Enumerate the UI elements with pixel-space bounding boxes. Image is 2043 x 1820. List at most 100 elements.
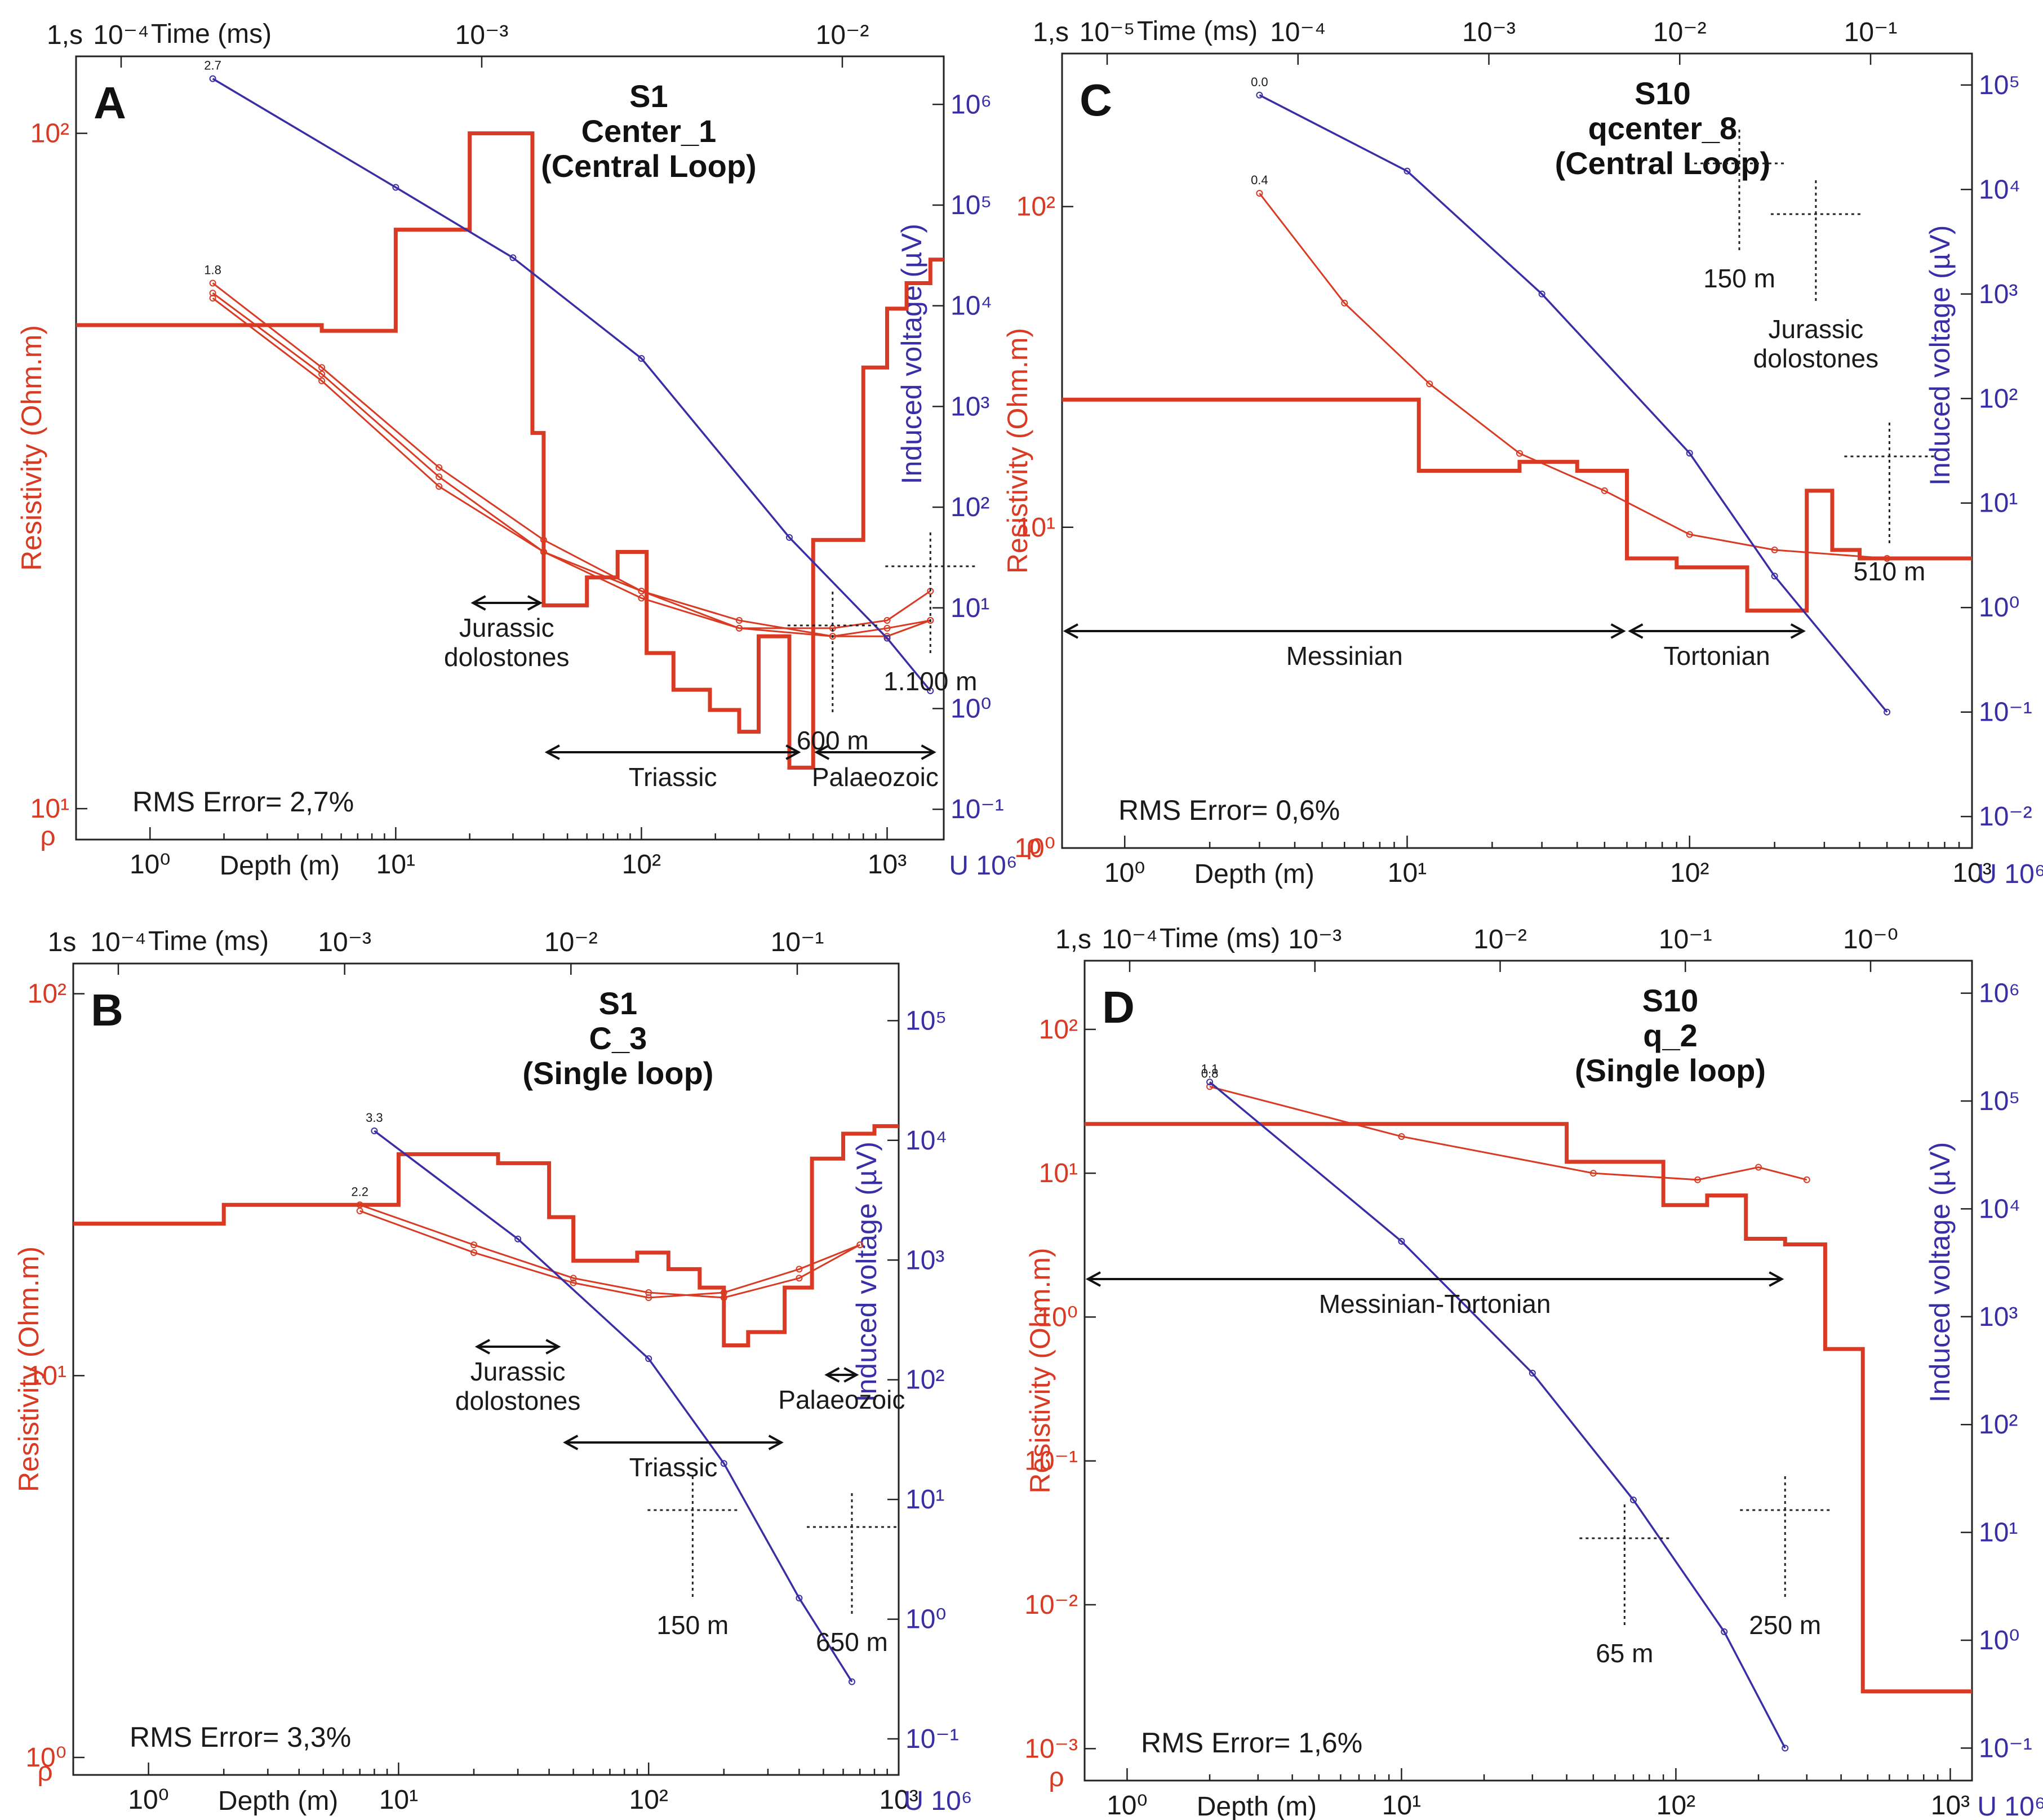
resistivity-point xyxy=(883,624,891,632)
resistivity-point xyxy=(356,1208,363,1215)
curve-start-label: 0.0 xyxy=(1251,75,1268,89)
panel-letter: A xyxy=(94,78,126,128)
y2-tick-label: 10² xyxy=(905,1365,944,1395)
time-tick-label: 10⁻² xyxy=(544,927,598,957)
resistivity-point xyxy=(1206,1083,1214,1090)
x-axis-label: Depth (m) xyxy=(1194,859,1314,889)
y-tick-label: 10⁻¹ xyxy=(1024,1446,1078,1476)
voltage-axis-symbol: U 10⁶ xyxy=(1977,859,2043,889)
x-tick-label: 10⁰ xyxy=(1107,1791,1148,1820)
time-tick-label: 10⁻⁵ xyxy=(1080,17,1135,47)
panel-title-line: (Single loop) xyxy=(522,1055,713,1091)
y2-tick-label: 10⁰ xyxy=(1979,1626,2020,1655)
y2-tick-label: 10⁻² xyxy=(1979,802,2032,832)
plot-frame xyxy=(72,962,900,1776)
y-tick-label: 10² xyxy=(1039,1015,1078,1045)
y-axis-label-right: Induced voltage (µV) xyxy=(1924,225,1956,486)
y2-tick-label: 10⁰ xyxy=(1979,593,2020,623)
voltage-point xyxy=(720,1460,727,1467)
arrowhead-left xyxy=(1628,623,1644,639)
x-axis-label: Depth (m) xyxy=(220,851,340,881)
rms-error-label: RMS Error= 2,7% xyxy=(132,786,354,818)
arrowhead-right xyxy=(545,1339,561,1355)
rho-symbol: ρ xyxy=(1049,1763,1064,1792)
y2-tick-label: 10⁻¹ xyxy=(951,794,1004,824)
voltage-point xyxy=(392,184,399,191)
resistivity-point xyxy=(883,617,891,624)
panel-title-line: S10 xyxy=(1635,76,1691,111)
induced-voltage-curve xyxy=(374,1130,853,1683)
y2-tick-label: 10¹ xyxy=(905,1485,944,1515)
annotation-text: Triassic xyxy=(629,1453,718,1482)
y2-tick-label: 10⁻¹ xyxy=(905,1724,959,1754)
annotation-text: 150 m xyxy=(1703,264,1775,293)
y2-tick-label: 10³ xyxy=(951,392,989,421)
resistivity-point xyxy=(927,587,934,594)
x-tick-label: 10¹ xyxy=(379,1785,418,1815)
resistivity-point xyxy=(796,1275,803,1282)
arrowhead-right xyxy=(1769,1271,1784,1287)
x-tick-label: 10³ xyxy=(1952,858,1991,888)
x-tick-label: 10² xyxy=(622,850,661,880)
y-tick-label: 10² xyxy=(1016,192,1055,222)
time-tick-label: 10⁻⁴ xyxy=(90,927,146,957)
annotation-text: 600 m xyxy=(797,726,869,755)
panel-title-line: qcenter_8 xyxy=(1588,110,1738,146)
annotation-text: Messinian-Tortonian xyxy=(1319,1289,1551,1319)
voltage-point xyxy=(638,355,645,362)
induced-voltage-curve xyxy=(1259,94,1888,713)
rms-error-label: RMS Error= 3,3% xyxy=(130,1721,351,1753)
time-tick-label: 10⁻³ xyxy=(455,20,509,50)
resistivity-point xyxy=(540,548,547,556)
arrowhead-right xyxy=(785,744,801,760)
panel-title-line: S1 xyxy=(599,986,638,1021)
y-tick-label: 10¹ xyxy=(28,1361,66,1391)
resistivity-model-line xyxy=(73,1124,899,1348)
resistivity-point xyxy=(1884,554,1891,562)
resistivity-point xyxy=(540,536,547,544)
y2-tick-label: 10¹ xyxy=(1979,1518,2018,1548)
resistivity-model-line xyxy=(76,131,944,770)
y-axis-label-right: Induced voltage (µV) xyxy=(896,224,927,484)
y2-tick-label: 10⁵ xyxy=(951,190,992,220)
panel-title-line: S10 xyxy=(1642,983,1699,1018)
apparent-resistivity-curve xyxy=(359,1210,860,1299)
y-tick-label: 10¹ xyxy=(30,794,69,824)
y-tick-label: 10² xyxy=(28,979,66,1009)
annotation-text: dolostones xyxy=(1753,344,1879,373)
annotation-text: 150 m xyxy=(656,1610,729,1640)
panel-title-line: (Single loop) xyxy=(1575,1053,1766,1088)
apparent-resistivity-curve xyxy=(212,292,931,629)
y-tick-label: 10¹ xyxy=(1039,1158,1078,1188)
x-tick-label: 10³ xyxy=(868,850,907,880)
time-tick-label: 10⁻² xyxy=(816,20,869,50)
rho-symbol: ρ xyxy=(1026,830,1041,860)
y2-tick-label: 10³ xyxy=(1979,279,2018,309)
x-tick-label: 10⁰ xyxy=(1104,858,1145,888)
curve-start-label: 2.2 xyxy=(351,1184,368,1198)
y2-tick-label: 10⁰ xyxy=(951,694,992,723)
panel-letter: D xyxy=(1102,982,1135,1032)
voltage-point xyxy=(1256,91,1263,99)
y2-tick-label: 10³ xyxy=(1979,1302,2018,1332)
y2-tick-label: 10³ xyxy=(905,1245,944,1275)
x-tick-label: 10¹ xyxy=(1382,1791,1421,1820)
y2-tick-label: 10⁻¹ xyxy=(1979,1733,2032,1763)
y2-tick-label: 10⁰ xyxy=(905,1605,947,1635)
arrowhead-left xyxy=(544,744,560,760)
curve-start-label: 0.4 xyxy=(1251,173,1268,187)
panel-title-line: S1 xyxy=(629,78,668,114)
time-tick-label: 10⁻⁰ xyxy=(1843,925,1898,955)
y-tick-label: 10² xyxy=(30,119,69,149)
x-tick-label: 10³ xyxy=(1931,1791,1970,1820)
resistivity-point xyxy=(1601,487,1608,494)
apparent-resistivity-curve xyxy=(212,297,931,637)
time-axis-label: Time (ms) xyxy=(151,19,272,49)
resistivity-point xyxy=(735,624,743,632)
y2-tick-label: 10¹ xyxy=(951,593,989,623)
time-tick-label: 10⁻⁴ xyxy=(93,20,149,50)
time-tick-label: 10⁻¹ xyxy=(771,927,824,957)
annotation-text: Tortonian xyxy=(1664,641,1770,671)
time-axis-label: Time (ms) xyxy=(148,926,269,956)
